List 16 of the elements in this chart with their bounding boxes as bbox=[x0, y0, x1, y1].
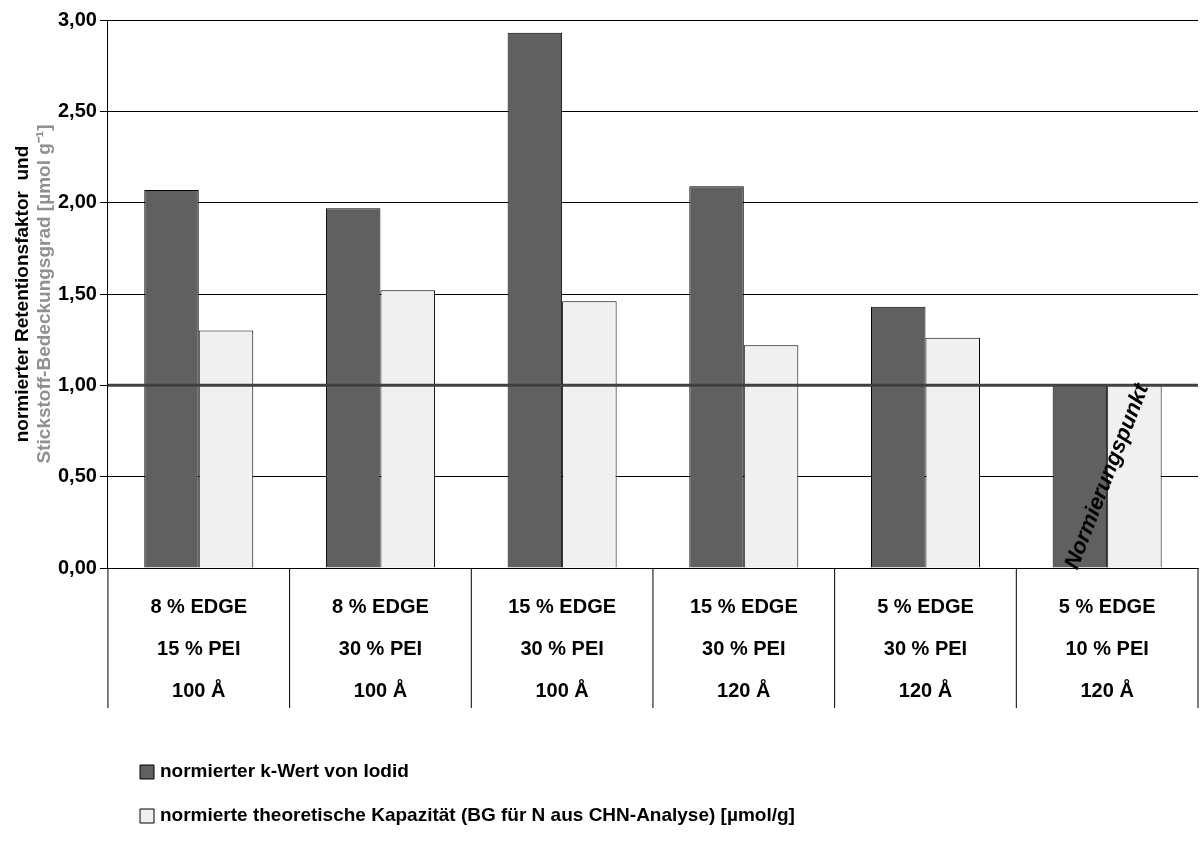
y-tick-label: 3,00 bbox=[57, 7, 97, 30]
y-tick-label: 2,00 bbox=[57, 190, 97, 213]
y-tick-label: 1,50 bbox=[57, 281, 97, 304]
x-tick-label: 8 % EDGE 15 % PEI 100 Å bbox=[150, 594, 248, 701]
legend-label: normierte theoretische Kapazität (BG für N aus CHN-Analyse) [µmol/g] bbox=[160, 804, 795, 826]
x-tick-label: 15 % EDGE 30 % PEI 120 Å bbox=[689, 594, 798, 701]
y-axis-title: normierter Retentionsfaktor und Stickstoff-Bedeckungsgrad [µmol g⁻¹] bbox=[11, 124, 54, 464]
x-tick-label: 5 % EDGE 10 % PEI 120 Å bbox=[1058, 594, 1156, 701]
y-tick-label: 2,50 bbox=[57, 98, 97, 121]
x-tick-label: 8 % EDGE 30 % PEI 100 Å bbox=[332, 594, 429, 701]
y-tick-label: 0,50 bbox=[57, 464, 97, 487]
x-tick-label: 15 % EDGE 30 % PEI 100 Å bbox=[508, 594, 617, 701]
legend-label: normierter k-Wert von Iodid bbox=[160, 760, 409, 782]
x-tick-label: 5 % EDGE 30 % PEI 120 Å bbox=[877, 594, 974, 701]
y-tick-label: 1,00 bbox=[57, 372, 97, 395]
y-tick-label: 0,00 bbox=[57, 555, 97, 578]
